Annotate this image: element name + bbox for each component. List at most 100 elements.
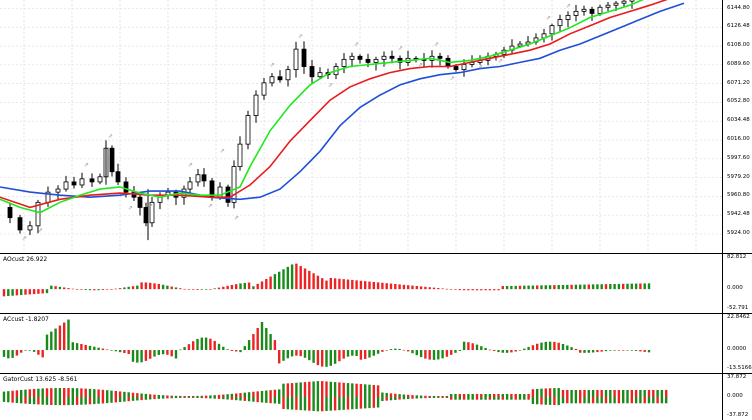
histogram-bar-down: [226, 285, 229, 290]
histogram-bar-up: [140, 350, 143, 363]
histogram-bar-down: [179, 397, 182, 398]
candle-bull: [231, 166, 237, 203]
gator-histogram-svg: [2, 381, 668, 412]
histogram-bar-up: [316, 381, 320, 397]
histogram-bar-up: [583, 397, 586, 404]
candle-bull: [629, 0, 635, 2]
histogram-bar-down: [2, 289, 6, 297]
histogram-bar-down: [415, 286, 418, 290]
histogram-bar-down: [256, 328, 259, 351]
histogram-bar-down: [398, 397, 401, 400]
histogram-bar-up: [114, 350, 117, 352]
ac-indicator-pane[interactable]: [0, 314, 752, 373]
histogram-bar-up: [20, 397, 23, 404]
histogram-bar-up: [626, 397, 629, 404]
histogram-bar-up: [407, 397, 410, 399]
histogram-bar-up: [548, 285, 552, 290]
histogram-bar-down: [192, 397, 195, 398]
histogram-bar-down: [41, 350, 44, 358]
histogram-bar-up: [174, 395, 178, 397]
histogram-bar-up: [282, 350, 285, 361]
histogram-bar-down: [643, 397, 646, 404]
histogram-bar-up: [665, 397, 668, 404]
price-scale-label: 5960.80: [727, 192, 750, 199]
histogram-bar-up: [32, 397, 36, 405]
histogram-bar-up: [239, 283, 242, 290]
histogram-bar-down: [579, 350, 582, 353]
histogram-bar-down: [432, 287, 436, 290]
histogram-bar-down: [441, 288, 444, 290]
candle-bear: [225, 186, 231, 203]
histogram-bar-down: [106, 349, 109, 351]
histogram-bar-up: [75, 388, 79, 397]
histogram-bar-up: [144, 393, 148, 397]
histogram-bar-up: [243, 282, 246, 290]
histogram-bar-up: [553, 388, 556, 397]
histogram-bar-up: [428, 397, 431, 399]
histogram-bar-up: [265, 397, 268, 403]
histogram-bar-down: [183, 288, 186, 290]
histogram-bar-down: [613, 389, 616, 397]
histogram-bar-up: [527, 346, 530, 351]
histogram-bar-down: [41, 289, 44, 294]
histogram-bar-up: [282, 383, 285, 397]
histogram-bar-down: [101, 397, 105, 404]
histogram-bar-down: [566, 389, 569, 397]
price-scale-label: 6108.00: [727, 42, 750, 49]
histogram-bars: [2, 319, 651, 367]
candle-bear: [115, 171, 121, 183]
price-chart-pane[interactable]: ⇗⇗⇗⇗⇗⇗⇗⇗⇗⇗⇗⇗⇗⇗⇗⇗⇗⇗⇗⇗⇗⇗⇗⇗: [0, 0, 752, 253]
histogram-bar-up: [166, 285, 169, 290]
candle-bear: [71, 181, 77, 186]
histogram-bar-up: [613, 350, 616, 351]
histogram-bar-down: [381, 282, 384, 290]
histogram-bar-down: [536, 343, 539, 351]
candle-bull: [317, 72, 323, 78]
histogram-bar-down: [600, 350, 603, 352]
histogram-bar-up: [523, 397, 526, 400]
candle-bull: [27, 225, 33, 231]
candle-bear: [365, 58, 371, 63]
histogram-bar-down: [643, 350, 646, 352]
ac-histogram-svg: [2, 319, 651, 367]
histogram-bar-up: [548, 397, 552, 405]
histogram-bar-down: [553, 397, 556, 405]
histogram-bar-down: [634, 389, 638, 397]
histogram-bar-down: [630, 389, 633, 397]
histogram-bar-up: [450, 393, 453, 397]
candle-bear: [437, 55, 443, 59]
histogram-bar-up: [634, 350, 638, 351]
histogram-bar-down: [617, 397, 621, 404]
histogram-bar-down: [454, 289, 457, 290]
histogram-bar-up: [652, 397, 655, 404]
histogram-bar-down: [553, 341, 556, 351]
histogram-bar-up: [544, 341, 547, 351]
histogram-bar-down: [140, 282, 143, 290]
histogram-bar-down: [97, 389, 100, 397]
candle-bull: [285, 69, 291, 81]
ao-indicator-pane[interactable]: [0, 254, 752, 313]
histogram-bar-down: [342, 382, 345, 397]
histogram-bar-up: [419, 395, 423, 397]
histogram-bar-down: [325, 381, 328, 397]
histogram-bar-up: [174, 350, 178, 359]
histogram-bar-up: [273, 397, 277, 404]
histogram-bar-up: [131, 350, 135, 362]
histogram-bar-up: [278, 271, 281, 290]
histogram-bar-up: [58, 397, 62, 406]
histogram-bar-up: [247, 340, 251, 351]
histogram-bar-down: [536, 285, 539, 290]
histogram-bar-down: [475, 393, 479, 397]
histogram-bar-down: [471, 343, 474, 351]
histogram-bar-up: [192, 395, 195, 397]
histogram-bar-down: [600, 389, 603, 397]
histogram-bar-up: [299, 397, 302, 411]
histogram-bar-down: [381, 350, 384, 352]
gator-indicator-pane[interactable]: [0, 374, 752, 420]
candle-bull: [565, 15, 571, 20]
histogram-bar-up: [432, 350, 436, 360]
histogram-bar-down: [329, 277, 332, 290]
histogram-bar-down: [596, 389, 599, 397]
histogram-bar-down: [295, 350, 298, 356]
histogram-bar-up: [488, 393, 492, 397]
